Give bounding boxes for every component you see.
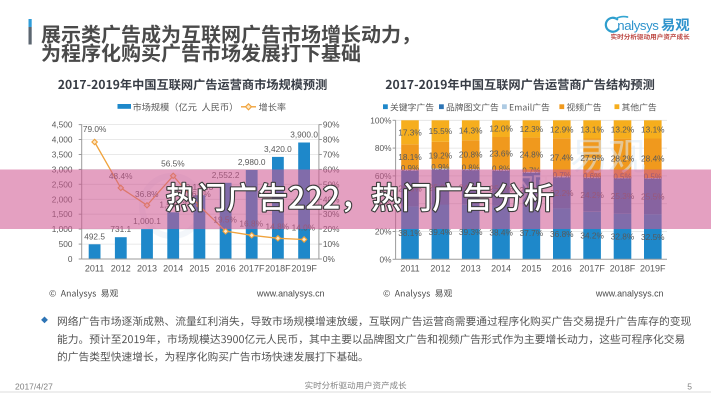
svg-text:36.8%: 36.8% [550, 229, 574, 239]
svg-text:32.8%: 32.8% [611, 232, 635, 242]
svg-text:100%: 100% [370, 115, 392, 125]
svg-text:39.3%: 39.3% [459, 227, 483, 237]
svg-text:1,000: 1,000 [52, 224, 73, 234]
svg-text:23.6%: 23.6% [489, 149, 513, 159]
svg-text:20%: 20% [375, 227, 392, 237]
svg-text:2012: 2012 [111, 264, 131, 274]
svg-text:70%: 70% [323, 150, 340, 160]
svg-text:2014: 2014 [491, 264, 511, 274]
svg-text:38.1%: 38.1% [398, 228, 422, 238]
svg-text:34.2%: 34.2% [580, 231, 604, 241]
svg-text:39.4%: 39.4% [429, 227, 453, 237]
svg-text:2019F: 2019F [640, 264, 666, 274]
svg-text:2018F: 2018F [265, 264, 291, 274]
svg-text:28.4%: 28.4% [641, 153, 665, 163]
svg-text:19.2%: 19.2% [429, 150, 453, 160]
svg-text:731.1: 731.1 [110, 224, 131, 234]
svg-text:13.2%: 13.2% [611, 125, 635, 135]
svg-text:2017F: 2017F [579, 264, 605, 274]
svg-text:13.1%: 13.1% [641, 125, 665, 135]
svg-text:2017/4/27: 2017/4/27 [15, 382, 53, 392]
svg-text:2017F: 2017F [239, 264, 265, 274]
svg-text:3,900.0: 3,900.0 [290, 130, 318, 140]
svg-text:0: 0 [68, 254, 73, 264]
svg-text:0.9%: 0.9% [401, 164, 419, 173]
svg-text:37.7%: 37.7% [520, 228, 544, 238]
svg-text:2013: 2013 [137, 264, 157, 274]
svg-text:27.4%: 27.4% [550, 152, 574, 162]
svg-text:24.8%: 24.8% [520, 150, 544, 160]
svg-text:2019F: 2019F [291, 264, 317, 274]
svg-text:79.0%: 79.0% [83, 124, 107, 134]
svg-text:www.analysys.cn: www.analysys.cn [595, 289, 664, 299]
svg-text:2016: 2016 [552, 264, 572, 274]
svg-text:80%: 80% [323, 135, 340, 145]
svg-text:4,500: 4,500 [52, 120, 73, 130]
svg-text:18.1%: 18.1% [398, 152, 422, 162]
svg-text:10%: 10% [323, 239, 340, 249]
svg-text:56.5%: 56.5% [161, 159, 185, 169]
svg-text:17.3%: 17.3% [398, 127, 422, 137]
svg-text:80%: 80% [375, 143, 392, 153]
svg-text:3,000: 3,000 [52, 164, 73, 174]
svg-text:0%: 0% [323, 254, 336, 264]
svg-text:20.8%: 20.8% [459, 150, 483, 160]
svg-text:3,420.0: 3,420.0 [264, 144, 292, 154]
svg-text:13.1%: 13.1% [580, 125, 604, 135]
svg-text:32.5%: 32.5% [641, 232, 665, 242]
svg-text:2018F: 2018F [610, 264, 636, 274]
svg-text:3,500: 3,500 [52, 150, 73, 160]
svg-text:60%: 60% [323, 164, 340, 174]
svg-text:492.5: 492.5 [84, 231, 105, 241]
svg-text:27.9%: 27.9% [580, 153, 604, 163]
svg-text:0.8%: 0.8% [492, 164, 510, 173]
svg-text:14.3%: 14.3% [459, 125, 483, 135]
svg-text:90%: 90% [323, 120, 340, 130]
svg-text:www.analysys.cn: www.analysys.cn [256, 289, 325, 299]
svg-text:2015: 2015 [521, 264, 541, 274]
svg-text:2011: 2011 [85, 264, 104, 274]
svg-text:5: 5 [687, 382, 692, 392]
svg-text:0.8%: 0.8% [462, 164, 480, 173]
svg-text:2013: 2013 [461, 264, 481, 274]
svg-text:2011: 2011 [400, 264, 419, 274]
svg-text:12.9%: 12.9% [550, 124, 574, 134]
svg-text:4,000: 4,000 [52, 135, 73, 145]
svg-text:0.9%: 0.9% [431, 163, 449, 172]
svg-text:2,980.0: 2,980.0 [238, 157, 266, 167]
svg-text:0%: 0% [380, 254, 393, 264]
svg-text:nalysys: nalysys [617, 18, 659, 33]
svg-text:12.3%: 12.3% [520, 124, 544, 134]
svg-text:20%: 20% [323, 224, 340, 234]
svg-text:12.0%: 12.0% [489, 124, 513, 134]
svg-text:38.4%: 38.4% [489, 228, 513, 238]
svg-text:2012: 2012 [430, 264, 450, 274]
svg-text:15.5%: 15.5% [429, 126, 453, 136]
svg-text:500: 500 [59, 239, 73, 249]
svg-text:2016: 2016 [216, 264, 236, 274]
svg-text:2014: 2014 [163, 264, 183, 274]
svg-text:2015: 2015 [189, 264, 209, 274]
svg-text:28.2%: 28.2% [611, 153, 635, 163]
